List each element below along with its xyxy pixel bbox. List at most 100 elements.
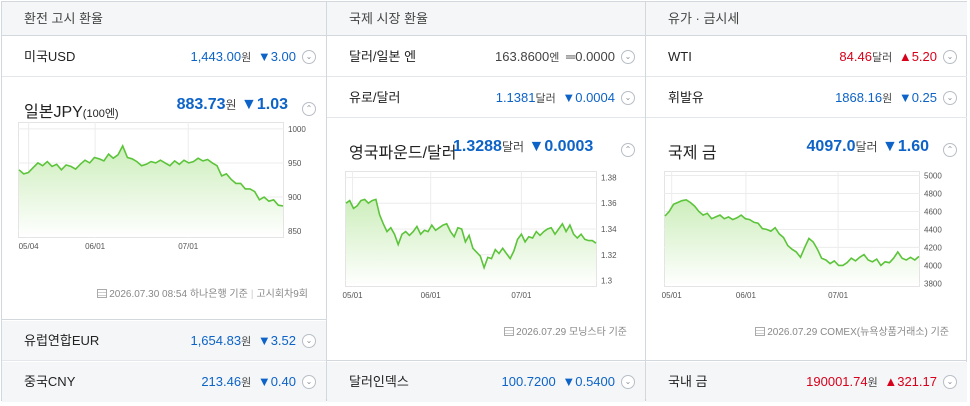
rate-row-gasoline[interactable]: 휘발유 1868.16원 ▼0.25 ⌄ (646, 78, 967, 118)
rate-unit: 원 (882, 93, 893, 105)
chevron-down-icon[interactable]: ⌄ (302, 375, 316, 389)
panel-unit: 원 (225, 98, 237, 112)
gold-chart-panel: 국제 금 4097.0달러 ▼1.60 ⌃ 3800 4000 4200 4400 46… (646, 119, 967, 361)
rate-unit: 엔 (549, 52, 560, 64)
chevron-down-icon[interactable]: ⌄ (302, 50, 316, 64)
x-tick-label: 06/01 (85, 242, 106, 251)
rate-row-cny[interactable]: 중국CNY 213.46원 ▼0.40 ⌄ (2, 362, 326, 402)
rate-name: WTI (668, 49, 692, 64)
series-line (664, 198, 920, 267)
rate-change: ▼0.25 (898, 90, 937, 105)
panel-unit: 달러 (855, 140, 878, 154)
rate-value: 84.46 (839, 49, 872, 64)
rate-row-eurusd[interactable]: 유로/달러 1.1381달러 ▼0.0004 ⌄ (327, 78, 645, 118)
chevron-down-icon[interactable]: ⌄ (621, 91, 635, 105)
source-provider: 모닝스타 기준 (569, 327, 627, 338)
rate-change: ▼3.52 (257, 333, 296, 348)
y-tick-label: 1.32 (601, 251, 617, 260)
x-tick-label: 06/01 (421, 291, 442, 300)
chevron-down-icon[interactable]: ⌄ (621, 50, 635, 64)
panel-unit: 달러 (501, 140, 525, 154)
y-tick-label: 900 (288, 193, 302, 202)
jpy-chart: 850 900 950 1000 05/04 06/01 07/01 (18, 122, 314, 254)
source-separator: | (250, 289, 254, 300)
source-line: 2026.07.30 08:54 하나은행 기준 | 고시회차9회 (97, 285, 308, 300)
rate-name: 국내 금 (668, 374, 708, 389)
rate-row-eur[interactable]: 유럽연합EUR 1,654.83원 ▼3.52 ⌄ (2, 321, 326, 361)
rate-unit: 원 (241, 377, 252, 389)
gold-chart: 3800 4000 4200 4400 4600 4800 5000 05/01 06/01 07… (662, 171, 950, 303)
rate-change: ▼0.0004 (562, 90, 615, 105)
x-tick-label: 06/01 (736, 291, 757, 300)
y-tick-label: 4600 (924, 207, 942, 216)
y-tick-label: 1000 (288, 125, 306, 134)
y-tick-label: 950 (288, 159, 302, 168)
source-provider: 하나은행 기준 (189, 289, 248, 300)
rate-row-usd[interactable]: 미국USD 1,443.00원 ▼3.00 ⌄ (2, 37, 326, 77)
gbp-chart-panel: 영국파운드/달러 1.3288달러 ▼0.0003 ⌃ 1.3 1.32 1.34 1… (327, 119, 645, 361)
source-line: 2026.07.29 COMEX(뉴욕상품거래소) 기준 (755, 323, 949, 338)
rate-value-group: 190001.74원 ▲321.17 (806, 362, 937, 403)
panel-value-group: 4097.0달러 ▼1.60 (807, 138, 929, 156)
rate-change: ▼0.40 (257, 374, 296, 389)
rate-change: ▲5.20 (898, 49, 937, 64)
panel-value-group: 883.73원 ▼1.03 (177, 96, 288, 114)
rate-value: 1,443.00 (190, 49, 242, 64)
jpy-chart-panel: 일본JPY(100엔) 883.73원 ▼1.03 ⌃ 850 900 950 100… (2, 78, 326, 320)
chevron-down-icon[interactable]: ⌄ (943, 375, 957, 389)
document-icon (97, 289, 108, 298)
series-area (665, 199, 919, 286)
x-tick-label: 05/01 (662, 291, 683, 300)
x-tick-label: 07/01 (511, 291, 532, 300)
chevron-down-icon[interactable]: ⌄ (302, 334, 316, 348)
rate-row-domestic-gold[interactable]: 국내 금 190001.74원 ▲321.17 ⌄ (646, 362, 967, 402)
rate-value-group: 1868.16원 ▼0.25 (835, 78, 937, 119)
rate-name: 중국CNY (24, 374, 76, 389)
y-tick-label: 5000 (924, 171, 942, 180)
panel-value: 883.73 (176, 96, 226, 113)
exchange-column-header: 환전 고시 환율 (2, 2, 326, 36)
rate-value: 213.46 (201, 374, 242, 389)
rate-value: 1.1381 (495, 90, 536, 105)
panel-change: ▼1.60 (882, 138, 929, 155)
y-tick-label: 850 (288, 227, 302, 236)
y-tick-label: 1.3 (601, 277, 613, 286)
y-tick-label: 1.36 (601, 199, 617, 208)
rate-name: 달러/일본 엔 (349, 49, 417, 64)
x-tick-label: 07/01 (178, 242, 199, 251)
rate-name: 유로/달러 (349, 90, 401, 105)
rate-name: 달러인덱스 (349, 374, 409, 389)
panel-value-group: 1.3288달러 ▼0.0003 (453, 138, 593, 156)
rate-row-dxy[interactable]: 달러인덱스 100.7200 ▼0.5400 ⌄ (327, 362, 645, 402)
y-tick-label: 3800 (924, 279, 942, 288)
rate-value: 100.7200 (501, 374, 556, 389)
chevron-down-icon[interactable]: ⌄ (621, 375, 635, 389)
rate-value-group: 1.1381달러 ▼0.0004 (496, 78, 615, 119)
panel-title: 영국파운드/달러 (349, 145, 457, 162)
source-date: 2026.07.29 (767, 327, 818, 338)
rate-row-usdjpy[interactable]: 달러/일본 엔 163.8600엔 ═0.0000 ⌄ (327, 37, 645, 77)
rate-row-wti[interactable]: WTI 84.46달러 ▲5.20 ⌄ (646, 37, 967, 77)
chevron-up-icon[interactable]: ⌃ (943, 143, 957, 157)
rate-unit: 원 (867, 377, 878, 389)
chevron-down-icon[interactable]: ⌄ (943, 50, 957, 64)
source-date: 2026.07.29 (516, 327, 567, 338)
rate-change: ▼0.5400 (562, 374, 615, 389)
source-provider: COMEX(뉴욕상품거래소) 기준 (820, 327, 949, 338)
panel-title-suffix: (100엔) (82, 108, 119, 120)
chart-svg: 3800 4000 4200 4400 4600 4800 5000 05/01 06/01 07… (662, 171, 942, 300)
x-tick-label: 05/01 (343, 291, 364, 300)
panel-value: 4097.0 (806, 138, 856, 155)
panel-title-text: 일본JPY (24, 104, 83, 121)
chevron-down-icon[interactable]: ⌄ (943, 91, 957, 105)
rate-change: ═0.0000 (566, 49, 615, 64)
rate-unit: 달러 (535, 93, 556, 105)
rate-value-group: 1,654.83원 ▼3.52 (190, 321, 296, 362)
chart-svg: 850 900 950 1000 05/04 06/01 07/01 (18, 122, 306, 251)
commodity-column: 유가 · 금시세 WTI 84.46달러 ▲5.20 ⌄ 휘발유 1868.16… (645, 2, 967, 402)
chevron-up-icon[interactable]: ⌃ (302, 102, 316, 116)
chevron-up-icon[interactable]: ⌃ (621, 143, 635, 157)
panel-title: 일본JPY(100엔) (24, 98, 119, 122)
y-tick-label: 4000 (924, 261, 942, 270)
